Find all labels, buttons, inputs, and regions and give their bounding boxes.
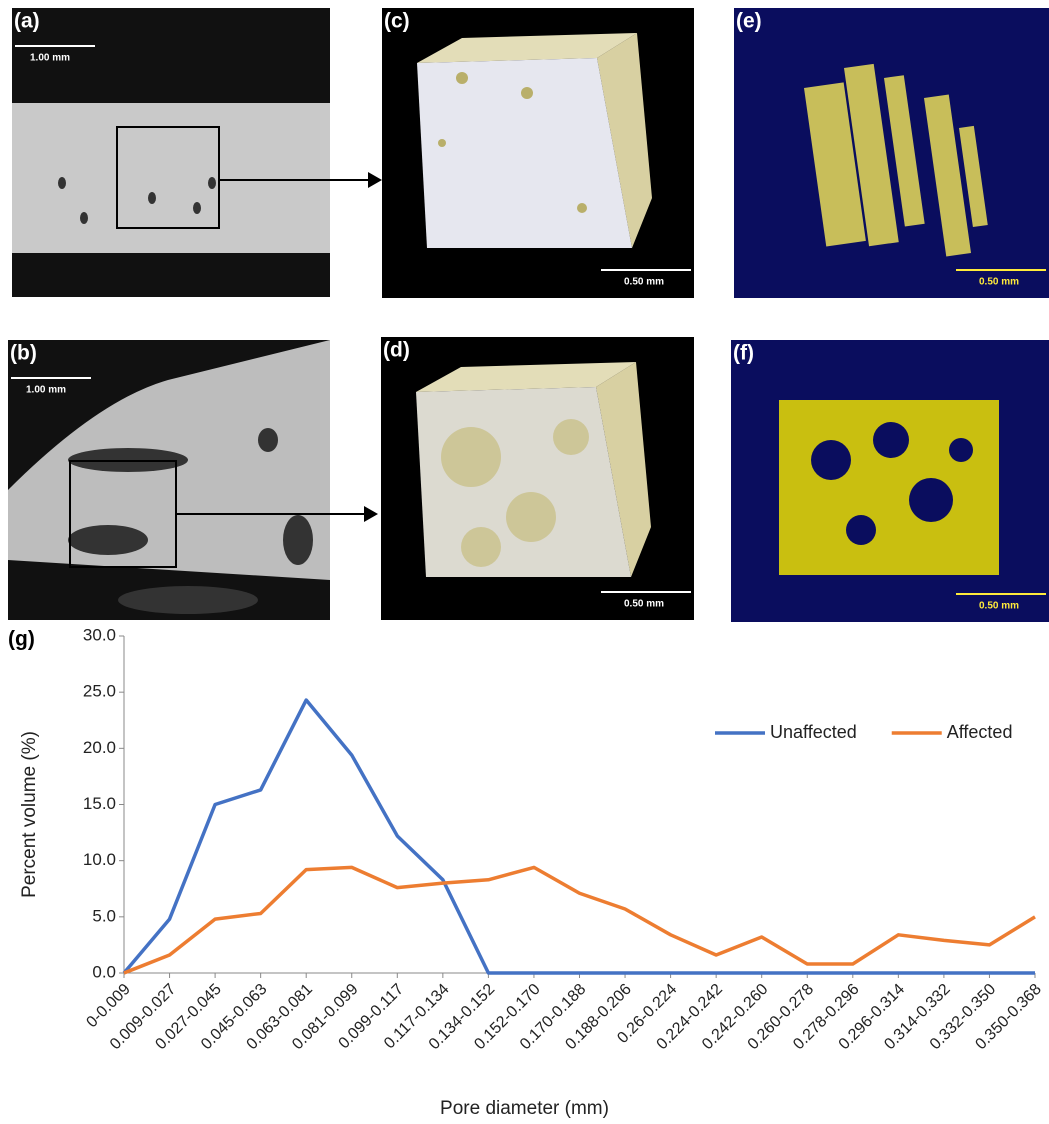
pore-blob	[553, 419, 589, 455]
image-panel: 0.50 mm (e)	[734, 8, 1049, 298]
pore-blob	[521, 87, 533, 99]
image-panel: 1.00 mm (b)	[8, 340, 378, 620]
scale-label: 0.50 mm	[624, 277, 664, 288]
y-tick-label: 0.0	[92, 962, 116, 981]
pore-blob	[577, 203, 587, 213]
legend-label: Affected	[947, 722, 1013, 742]
image-panel: 0.50 mm (d)	[381, 337, 694, 620]
cube-front	[416, 387, 631, 577]
pore-blob	[438, 139, 446, 147]
panel-label: (f)	[733, 342, 754, 365]
x-axis-title: Pore diameter (mm)	[440, 1098, 609, 1119]
y-tick-label: 25.0	[83, 682, 116, 701]
y-tick-label: 15.0	[83, 794, 116, 813]
panel-image	[734, 8, 1049, 298]
scale-label: 0.50 mm	[979, 601, 1019, 612]
pore-dot	[148, 192, 156, 204]
arrow-head	[368, 172, 382, 188]
panel-label: (d)	[383, 339, 410, 362]
pore-gap	[949, 438, 973, 462]
y-tick-label: 30.0	[83, 625, 116, 644]
arrow-head	[364, 506, 378, 522]
pore-dot	[80, 212, 88, 224]
series-line	[124, 700, 1035, 973]
pore-dot	[58, 177, 66, 189]
pore-blob	[441, 427, 501, 487]
pore-gap	[909, 478, 953, 522]
figure: 1.00 mm (a) 0.50 mm (c) 0.50 mm (e) 1.00 mm (b)…	[0, 0, 1049, 1124]
pore-dot	[68, 525, 148, 555]
cube-front	[417, 58, 632, 248]
pore-dot	[208, 177, 216, 189]
y-axis-title: Percent volume (%)	[19, 731, 40, 898]
scale-label: 1.00 mm	[26, 385, 66, 396]
panel-label: (a)	[14, 10, 40, 33]
image-panel: 0.50 mm (c)	[382, 8, 694, 298]
legend-label: Unaffected	[770, 722, 857, 742]
pore-blob	[461, 527, 501, 567]
y-tick-label: 20.0	[83, 738, 116, 757]
y-tick-label: 10.0	[83, 850, 116, 869]
pore-dot	[193, 202, 201, 214]
image-panel: 0.50 mm (f)	[731, 340, 1049, 622]
pore-dot	[283, 515, 313, 565]
pore-gap	[873, 422, 909, 458]
panel-label: (g)	[8, 628, 35, 651]
scale-label: 0.50 mm	[624, 599, 664, 610]
pore-dot	[118, 586, 258, 614]
pore-gap	[846, 515, 876, 545]
panel-label: (b)	[10, 342, 37, 365]
pore-blob	[506, 492, 556, 542]
pore-blob	[456, 72, 468, 84]
panel-label: (c)	[384, 10, 410, 33]
pore-dot	[258, 428, 278, 452]
y-tick-label: 5.0	[92, 906, 116, 925]
image-panel: 1.00 mm (a)	[12, 8, 382, 297]
pore-gap	[811, 440, 851, 480]
bone-band	[12, 103, 330, 253]
series-line	[124, 867, 1035, 973]
panel-label: (e)	[736, 10, 762, 33]
scale-label: 0.50 mm	[979, 277, 1019, 288]
scale-label: 1.00 mm	[30, 53, 70, 64]
